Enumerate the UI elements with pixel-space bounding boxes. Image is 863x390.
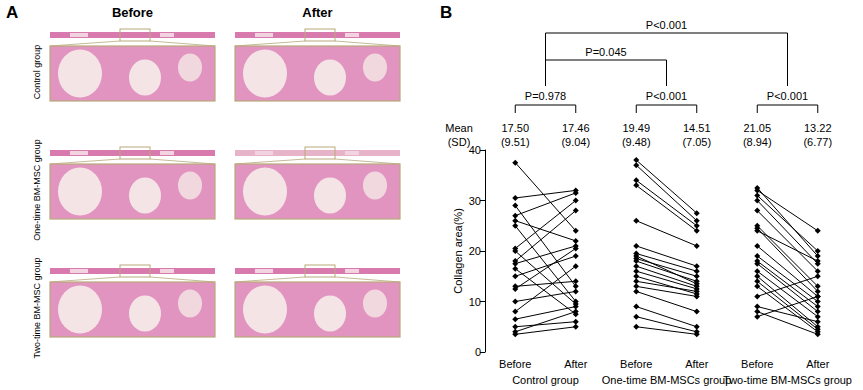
svg-text:30: 30 [469,195,481,207]
svg-text:17.50: 17.50 [501,122,529,134]
svg-text:(6.77): (6.77) [803,136,832,148]
svg-text:A: A [6,3,18,22]
svg-text:P=0.045: P=0.045 [585,46,626,58]
svg-text:(SD): (SD) [448,136,471,148]
svg-text:Control group: Control group [32,45,42,100]
svg-text:P<0.001: P<0.001 [646,19,687,31]
svg-text:After: After [685,358,709,370]
svg-text:B: B [440,3,452,22]
svg-text:0: 0 [475,346,481,358]
svg-text:One-time BM-MSC group: One-time BM-MSC group [32,139,42,241]
svg-text:(9.51): (9.51) [501,136,530,148]
svg-text:Before: Before [112,5,153,20]
svg-text:Mean: Mean [445,122,473,134]
svg-text:Collagen area(%): Collagen area(%) [452,208,464,294]
svg-text:(8.94): (8.94) [743,136,772,148]
svg-text:P=0.978: P=0.978 [525,90,566,102]
svg-text:40: 40 [469,144,481,156]
svg-text:19.49: 19.49 [622,122,650,134]
svg-text:13.22: 13.22 [804,122,832,134]
svg-text:P<0.001: P<0.001 [767,90,808,102]
svg-text:After: After [806,358,830,370]
svg-text:Control group: Control group [512,374,579,386]
svg-text:Before: Before [499,358,531,370]
svg-text:10: 10 [469,296,481,308]
svg-text:P<0.001: P<0.001 [646,90,687,102]
svg-text:One-time BM-MSCs group: One-time BM-MSCs group [602,374,732,386]
svg-text:(7.05): (7.05) [682,136,711,148]
svg-text:(9.48): (9.48) [622,136,651,148]
svg-text:20: 20 [469,245,481,257]
svg-text:Before: Before [620,358,652,370]
svg-text:Two-time BM-MSC group: Two-time BM-MSC group [32,257,42,358]
svg-text:14.51: 14.51 [683,122,711,134]
svg-text:After: After [302,5,332,20]
svg-text:Two-time BM-MSCs group: Two-time BM-MSCs group [723,374,852,386]
svg-text:21.05: 21.05 [743,122,771,134]
svg-text:17.46: 17.46 [562,122,590,134]
svg-text:Before: Before [741,358,773,370]
svg-text:After: After [564,358,588,370]
svg-text:(9.04): (9.04) [561,136,590,148]
